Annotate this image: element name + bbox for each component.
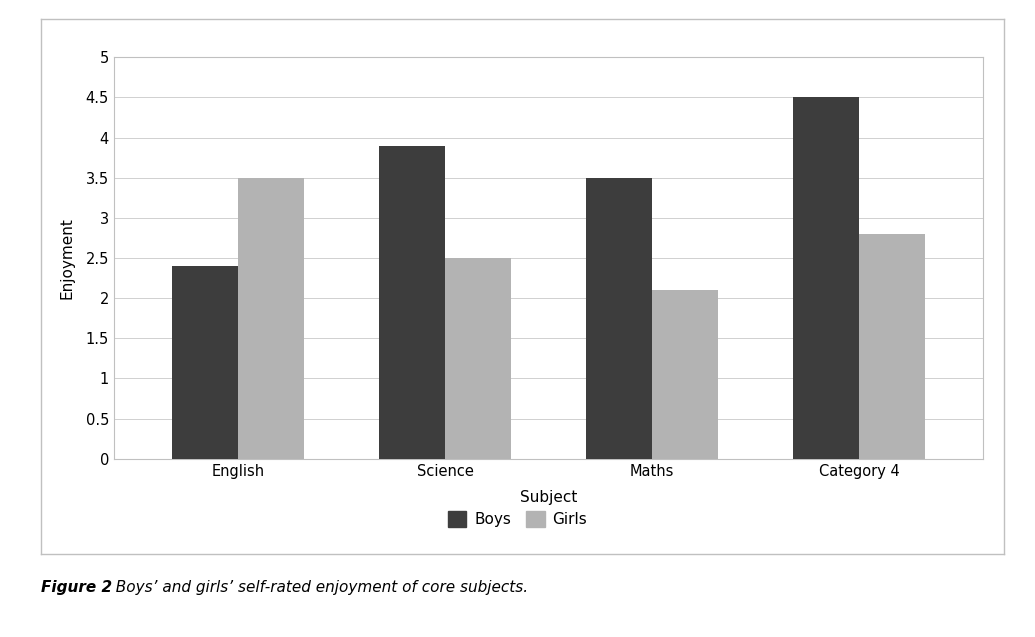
Legend: Boys, Girls: Boys, Girls: [442, 505, 593, 533]
X-axis label: Subject: Subject: [520, 490, 578, 505]
Bar: [445, 258, 511, 459]
Text: Figure 2: Figure 2: [41, 580, 113, 595]
Bar: [238, 178, 304, 459]
Y-axis label: Enjoyment: Enjoyment: [59, 217, 75, 299]
Bar: [859, 234, 925, 459]
Bar: [652, 290, 718, 459]
Bar: [793, 97, 859, 459]
Bar: [379, 146, 445, 459]
Bar: [586, 178, 652, 459]
Text: . Boys’ and girls’ self-rated enjoyment of core subjects.: . Boys’ and girls’ self-rated enjoyment …: [106, 580, 528, 595]
Bar: [172, 266, 238, 459]
